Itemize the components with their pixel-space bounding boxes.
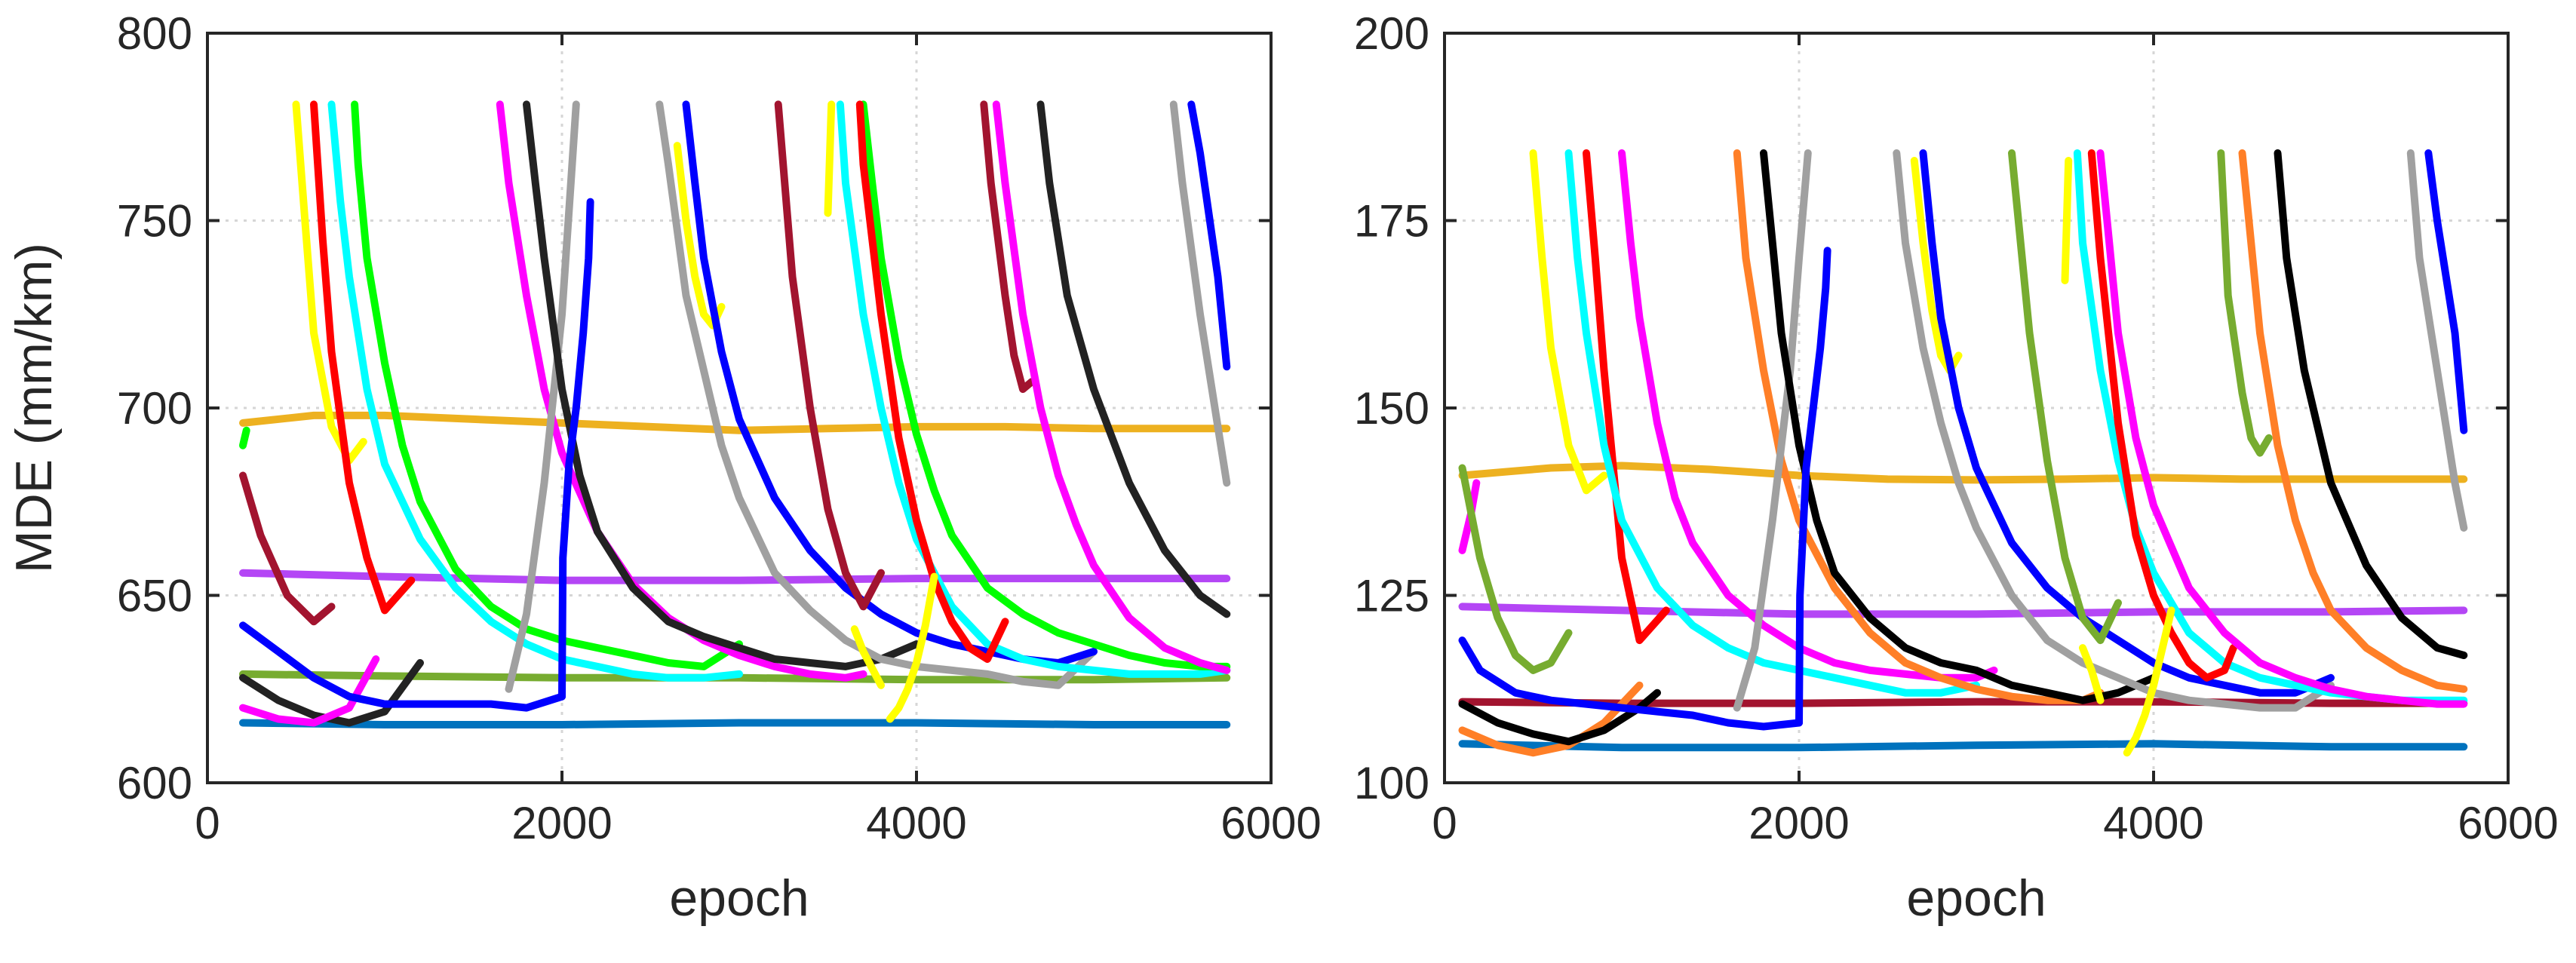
series-line-olive-b	[2008, 149, 2122, 645]
series-line-black-c	[2274, 149, 2468, 659]
series-line-yellow-c	[824, 100, 836, 217]
series-line-grey-a	[505, 100, 580, 693]
y-tick-label: 700	[117, 383, 192, 434]
series-line-yellow-d	[850, 625, 885, 689]
series-line-blue-c	[2424, 149, 2468, 434]
series-line-yellow-a	[292, 100, 367, 465]
series-line-orange-c	[2238, 149, 2468, 693]
series-line-grey-c	[1169, 100, 1231, 487]
y-tick-label: 125	[1354, 571, 1429, 621]
series-line-cyan-b	[836, 100, 1231, 678]
y-tick-label: 800	[117, 8, 192, 59]
series-line-dark-red-c	[980, 100, 1036, 394]
x-tick-label: 6000	[2458, 798, 2558, 848]
x-axis-label: epoch	[669, 869, 809, 927]
series-line-yellow-d	[2079, 644, 2105, 704]
y-tick-label: 650	[117, 571, 192, 621]
series-line-black-b	[1760, 149, 2157, 704]
series-line-black-c	[1036, 100, 1231, 618]
series-line-magenta-a	[239, 655, 380, 727]
series-line-magenta-b	[2096, 149, 2468, 708]
x-tick-label: 0	[1432, 798, 1457, 848]
x-tick-label: 4000	[866, 798, 966, 848]
plot-frame	[1443, 32, 2510, 784]
y-tick-label: 600	[117, 758, 192, 808]
series-line-orange-a	[1458, 681, 1644, 757]
plot-frame	[206, 32, 1273, 784]
x-tick-label: 4000	[2103, 798, 2203, 848]
series-line-red-b	[855, 100, 1009, 663]
series-line-green-c	[859, 100, 1231, 670]
series-line-grey-b	[656, 100, 1098, 689]
series-line-blue-jump	[1795, 247, 1831, 727]
series-line-blue-a	[239, 621, 566, 712]
series-line-grey-b	[1893, 149, 2335, 712]
series-line-magenta-c	[992, 100, 1231, 674]
series-line-blue-lower	[1458, 740, 2468, 752]
y-tick-label: 750	[117, 196, 192, 247]
series-line-yellow-c	[2061, 157, 2073, 284]
series-line-olive-c	[2217, 149, 2273, 457]
series-line-blue-c	[1187, 100, 1231, 371]
y-axis-label: MDE (mm/km)	[5, 243, 63, 573]
plot-panel-1: 0 2000 4000 6000 600 650 700 750 800 epoch MDE (mm…	[5, 8, 1322, 927]
y-tick-label: 150	[1354, 383, 1429, 434]
series-group	[239, 100, 1231, 728]
series-line-grey-c	[2406, 149, 2468, 532]
series-line-red-b	[2087, 149, 2237, 682]
series-line-green-a	[239, 426, 250, 449]
series-line-yellow-e	[886, 572, 938, 723]
series-line-black-b	[523, 100, 920, 670]
series-line-grey-a	[1733, 149, 1812, 712]
y-tick-label: 175	[1354, 196, 1429, 247]
series-line-blue-jump	[558, 198, 594, 701]
series-line-yellow-e	[2123, 606, 2175, 757]
series-group	[1458, 149, 2468, 757]
x-tick-label: 0	[195, 798, 220, 848]
series-line-dark-red-a	[239, 471, 336, 626]
x-tick-label: 2000	[511, 798, 612, 848]
series-line-cyan-a	[327, 100, 743, 682]
series-line-blue-a	[1458, 636, 1803, 731]
x-tick-label: 2000	[1749, 798, 1849, 848]
y-tick-label: 100	[1354, 758, 1429, 808]
x-tick-label: 6000	[1220, 798, 1321, 848]
series-line-orange-b	[1733, 149, 2105, 704]
plot-panel-2: 0 2000 4000 6000 100 125 150 175 200 epoch	[1354, 8, 2559, 927]
series-line-green-b	[351, 100, 743, 670]
y-tick-label: 200	[1354, 8, 1429, 59]
series-line-cyan-a	[1564, 149, 1980, 697]
series-line-purple-mid	[239, 569, 1231, 584]
series-line-red-a	[310, 100, 416, 615]
x-axis-label: epoch	[1906, 869, 2046, 927]
series-line-red-a	[1583, 149, 1670, 645]
series-line-dark-red-b	[774, 100, 885, 611]
series-line-blue-lower	[239, 719, 1231, 728]
series-line-yellow-a	[1529, 149, 1608, 495]
series-line-olive-a	[1458, 464, 1573, 674]
